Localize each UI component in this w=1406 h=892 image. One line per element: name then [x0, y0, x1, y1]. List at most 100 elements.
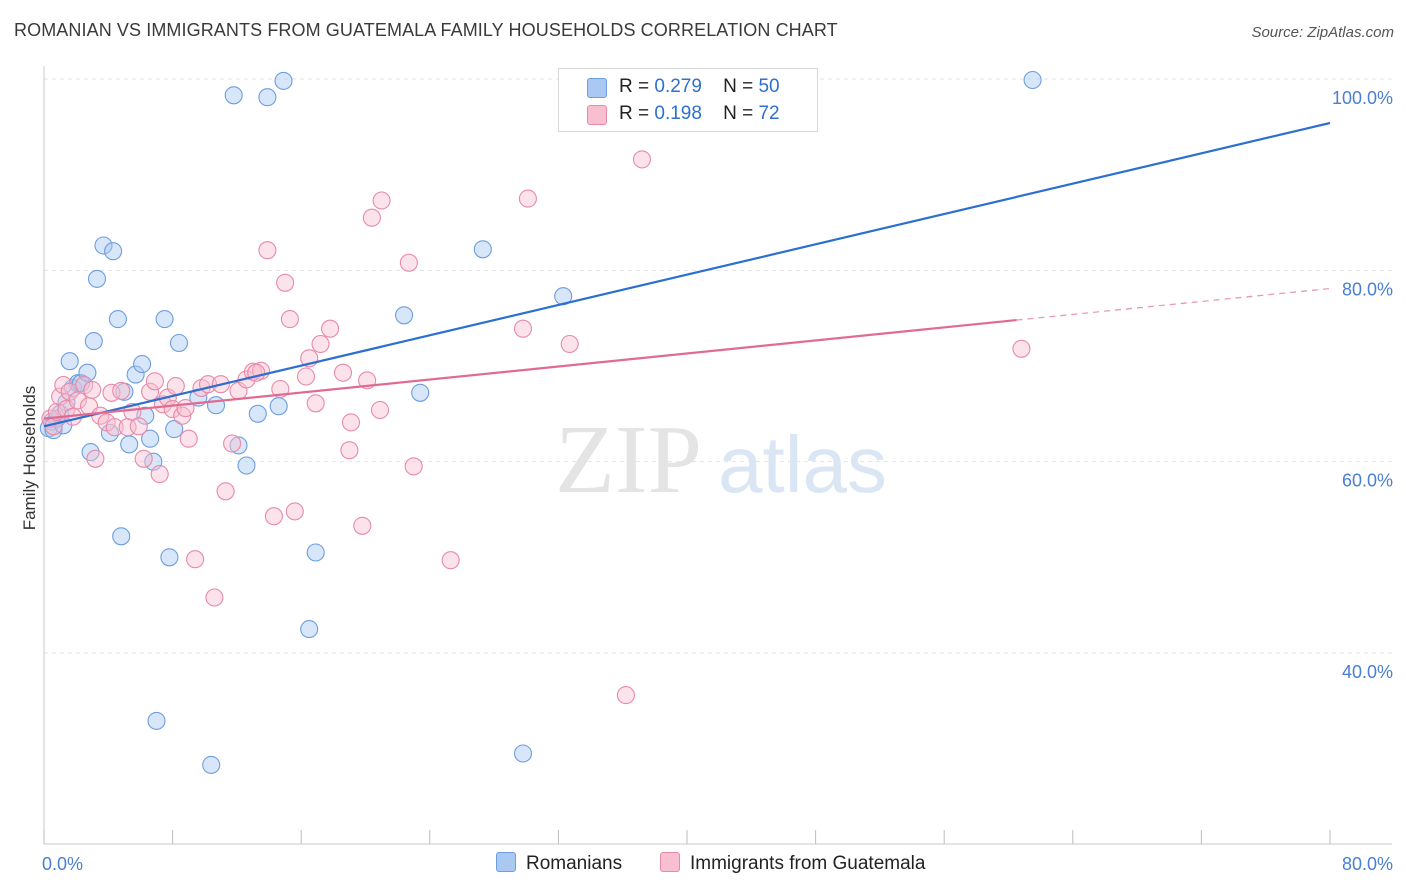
point-guatemala	[223, 434, 242, 453]
bottom-swatch-blue	[496, 852, 516, 872]
point-guatemala	[333, 363, 353, 382]
n-value-guatemala: 72	[758, 103, 780, 124]
point-guatemala	[372, 191, 391, 210]
axes	[43, 66, 1392, 845]
watermark-zip: ZIP	[555, 406, 702, 514]
data-points	[39, 70, 1042, 774]
point-guatemala	[353, 516, 372, 535]
n-label: N =	[723, 103, 754, 124]
point-guatemala	[276, 273, 295, 292]
watermark-atlas: atlas	[718, 420, 887, 509]
legend-swatch-pink	[587, 105, 607, 125]
point-guatemala	[340, 441, 359, 460]
point-guatemala	[321, 319, 340, 338]
y-tick-labels: 40.0% 60.0% 80.0% 100.0%	[1332, 88, 1393, 682]
point-romanians	[237, 456, 256, 475]
bottom-legend-guatemala: Immigrants from Guatemala	[660, 852, 925, 875]
point-romanians	[274, 71, 293, 90]
point-guatemala	[441, 551, 460, 570]
point-guatemala	[129, 417, 148, 436]
y-tick-label: 40.0%	[1342, 662, 1393, 682]
trend-line-romanians	[43, 121, 1331, 428]
point-guatemala	[216, 482, 235, 501]
point-romanians	[229, 436, 248, 455]
point-guatemala	[166, 377, 185, 396]
r-label: R =	[619, 103, 650, 124]
point-romanians	[87, 269, 107, 288]
point-romanians	[165, 420, 184, 439]
point-guatemala	[54, 376, 73, 395]
point-romanians	[306, 543, 325, 562]
bottom-swatch-pink	[660, 852, 680, 872]
point-guatemala	[370, 400, 390, 420]
point-romanians	[206, 396, 226, 415]
r-label: R =	[619, 76, 650, 97]
point-romanians	[300, 620, 319, 639]
y-tick-label: 80.0%	[1342, 279, 1393, 299]
x-tick-label: 0.0%	[42, 854, 83, 874]
chart-title: ROMANIAN VS IMMIGRANTS FROM GUATEMALA FA…	[14, 20, 838, 40]
point-romanians	[155, 310, 174, 329]
x-tick-labels: 0.0% 80.0%	[42, 854, 1393, 874]
legend-swatch-blue	[587, 78, 607, 98]
point-guatemala	[176, 399, 195, 418]
point-guatemala	[616, 686, 635, 705]
point-guatemala	[404, 457, 423, 476]
point-romanians	[104, 242, 123, 261]
y-tick-label: 100.0%	[1332, 88, 1393, 108]
point-romanians	[120, 435, 139, 454]
point-guatemala	[518, 189, 537, 208]
point-guatemala	[513, 319, 533, 338]
point-romanians	[147, 711, 166, 730]
point-guatemala	[145, 372, 164, 391]
point-guatemala	[1012, 339, 1031, 358]
point-guatemala	[179, 429, 198, 448]
point-romanians	[100, 423, 119, 443]
point-guatemala	[280, 310, 299, 329]
n-value-romanians: 50	[758, 76, 780, 97]
point-romanians	[513, 744, 533, 763]
point-guatemala	[134, 449, 153, 468]
point-romanians	[108, 310, 127, 329]
bottom-legend-romanians: Romanians	[496, 852, 622, 875]
stats-legend: R = 0.279 N = 50 R = 0.198 N = 72	[558, 68, 818, 132]
y-axis-title: Family Households	[20, 386, 39, 531]
point-guatemala	[560, 334, 579, 354]
r-value-romanians: 0.279	[654, 76, 702, 97]
point-guatemala	[186, 550, 205, 569]
point-guatemala	[112, 381, 131, 400]
y-tick-label: 60.0%	[1342, 471, 1393, 491]
point-romanians	[112, 527, 131, 546]
point-romanians	[224, 86, 243, 105]
point-guatemala	[264, 507, 283, 526]
x-tick-label: 80.0%	[1342, 854, 1393, 874]
point-romanians	[411, 383, 430, 402]
point-romanians	[1023, 70, 1042, 90]
trend-lines	[43, 121, 1331, 428]
point-guatemala	[632, 150, 652, 169]
point-guatemala	[205, 588, 224, 607]
point-romanians	[248, 404, 267, 423]
bottom-legend-label-guatemala: Immigrants from Guatemala	[690, 853, 926, 874]
point-romanians	[395, 306, 414, 325]
point-romanians	[94, 236, 113, 255]
point-guatemala	[150, 465, 169, 484]
point-guatemala	[68, 391, 87, 410]
point-romanians	[60, 352, 79, 371]
point-romanians	[84, 332, 103, 351]
source-label: Source: ZipAtlas.com	[1251, 24, 1394, 41]
point-romanians	[473, 240, 492, 259]
point-guatemala	[306, 394, 325, 413]
point-romanians	[258, 88, 277, 107]
point-guatemala	[83, 380, 102, 399]
point-romanians	[141, 429, 160, 448]
n-label: N =	[723, 76, 754, 97]
r-value-guatemala: 0.198	[654, 103, 702, 124]
point-romanians	[126, 365, 145, 384]
point-guatemala	[311, 334, 330, 354]
point-guatemala	[105, 418, 124, 437]
point-guatemala	[362, 208, 381, 227]
point-romanians	[160, 548, 179, 567]
point-guatemala	[399, 253, 418, 272]
